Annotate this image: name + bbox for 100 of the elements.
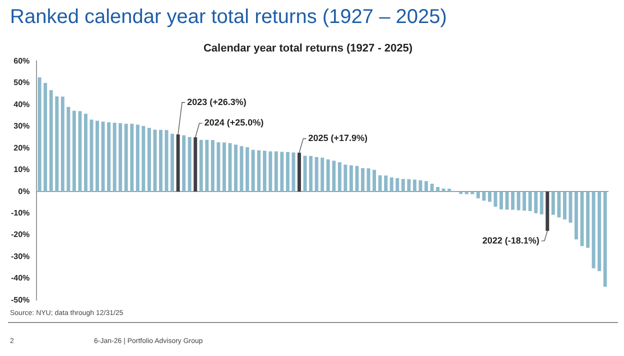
bar [418, 180, 422, 192]
bar [303, 156, 307, 192]
bar [216, 142, 220, 192]
bar [355, 166, 359, 192]
bar [66, 106, 70, 192]
bar [136, 124, 140, 192]
bar [344, 164, 348, 192]
bar [534, 192, 538, 214]
bar [49, 90, 53, 192]
bar [38, 77, 42, 192]
bar [84, 114, 88, 192]
bar [592, 192, 596, 268]
y-tick-label: 40% [14, 100, 30, 109]
bar [55, 96, 59, 192]
bar [326, 159, 330, 192]
y-tick-label: 0% [18, 186, 30, 196]
bar [280, 152, 284, 192]
data-label: 2022 (-18.1%) [482, 235, 540, 246]
bar [516, 192, 520, 210]
y-tick-label: 60% [14, 56, 30, 66]
y-tick-label: -50% [10, 295, 30, 304]
bar [390, 177, 394, 192]
bar [257, 150, 261, 192]
bar [580, 192, 584, 246]
bar [309, 156, 313, 192]
bar [407, 179, 411, 192]
bar [60, 96, 64, 192]
bar [551, 192, 555, 215]
y-tick-label: 20% [14, 143, 30, 152]
bar [107, 122, 111, 192]
bar [424, 181, 428, 192]
bar [522, 192, 526, 211]
chart-title: Ranked calendar year total returns (1927 – 2025) [10, 6, 447, 29]
bar [557, 192, 561, 218]
bar [96, 120, 99, 192]
bar [494, 192, 498, 207]
bar [361, 168, 364, 192]
bar [118, 123, 122, 192]
y-tick-label: 10% [14, 165, 30, 174]
bar [268, 151, 272, 192]
bar [320, 158, 324, 192]
bar [372, 170, 376, 192]
bar [464, 192, 468, 194]
bar [314, 157, 318, 192]
bar [101, 122, 105, 192]
bar [78, 111, 82, 192]
y-tick-label: -30% [10, 252, 30, 261]
bar [448, 188, 452, 192]
y-tick-label: -20% [10, 230, 30, 240]
bar [378, 175, 382, 192]
bar [562, 192, 566, 220]
bar [396, 178, 400, 192]
bar [332, 160, 336, 192]
bar [540, 192, 544, 214]
y-tick-label: -10% [10, 208, 30, 218]
bar [482, 192, 486, 201]
bar [246, 147, 250, 192]
bar [72, 110, 76, 192]
bar [147, 128, 151, 192]
bar [412, 180, 416, 192]
bar [298, 152, 301, 192]
bar [205, 140, 209, 192]
y-tick-label: 50% [14, 78, 30, 88]
bar [159, 130, 162, 192]
bar [274, 151, 278, 192]
data-label: 2023 (+26.3%) [187, 96, 246, 107]
bar [112, 122, 116, 192]
bar [586, 192, 590, 248]
bar [176, 134, 180, 192]
bar [234, 144, 238, 192]
bar [199, 140, 203, 192]
bar [384, 175, 388, 192]
bar [142, 126, 146, 192]
y-tick-label: -40% [10, 274, 30, 283]
bar [170, 134, 174, 192]
bar [574, 192, 578, 240]
bar [401, 178, 405, 192]
bar [436, 187, 440, 192]
bar [130, 124, 134, 192]
bar [124, 124, 128, 192]
chart-subtitle: Calendar year total returns (1927 - 2025) [203, 42, 413, 55]
bar [44, 82, 48, 192]
bar [598, 192, 602, 272]
bar [488, 192, 492, 202]
bar [182, 135, 186, 192]
bar [286, 152, 290, 192]
bar [528, 192, 532, 212]
bar [164, 130, 168, 192]
bar [338, 162, 342, 192]
bar [470, 192, 474, 194]
bar [349, 165, 353, 192]
bar [476, 192, 480, 198]
bar [194, 137, 198, 192]
bar [222, 142, 226, 192]
bar [500, 192, 503, 210]
y-tick-label: 30% [14, 122, 30, 131]
bar [511, 192, 515, 210]
bar [240, 146, 244, 192]
bar [188, 137, 192, 192]
bar [251, 150, 255, 192]
